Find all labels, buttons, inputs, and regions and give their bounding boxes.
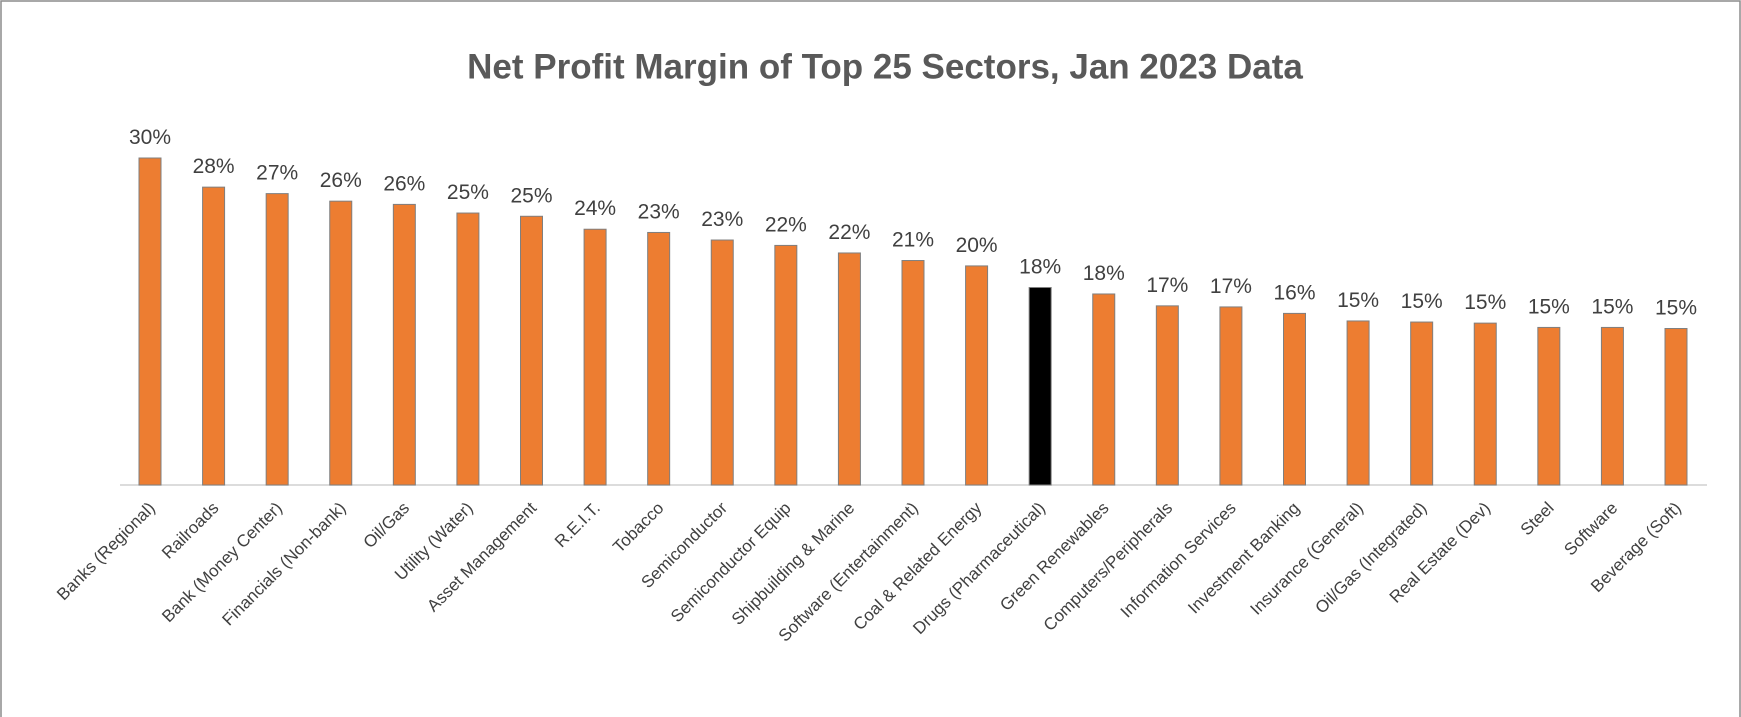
data-label: 26% — [320, 169, 362, 192]
bar — [138, 157, 162, 486]
data-label: 26% — [383, 172, 425, 195]
bar — [1410, 321, 1434, 486]
data-label: 22% — [828, 221, 870, 244]
data-label: 27% — [256, 162, 298, 185]
bar — [456, 212, 480, 486]
data-label: 25% — [447, 181, 489, 204]
data-label: 24% — [574, 197, 616, 220]
data-label: 28% — [193, 155, 235, 178]
bar — [1537, 326, 1561, 486]
bar — [1664, 328, 1688, 486]
bar — [1346, 320, 1370, 486]
bar — [1600, 326, 1624, 486]
data-label: 17% — [1210, 275, 1252, 298]
data-label: 25% — [510, 184, 552, 207]
bar — [1473, 322, 1497, 486]
data-label: 20% — [956, 234, 998, 257]
bar — [965, 265, 989, 486]
data-label: 15% — [1337, 289, 1379, 312]
chart-title: Net Profit Margin of Top 25 Sectors, Jan… — [467, 47, 1303, 86]
data-label: 18% — [1083, 262, 1125, 285]
bar — [647, 231, 671, 486]
data-label: 16% — [1273, 281, 1315, 304]
data-label: 23% — [701, 208, 743, 231]
data-label: 22% — [765, 213, 807, 236]
bar — [1092, 293, 1116, 486]
bar — [710, 239, 734, 486]
bar — [265, 193, 289, 486]
bar — [583, 228, 607, 486]
bar — [1028, 287, 1052, 486]
bar — [837, 252, 861, 486]
data-label: 23% — [638, 200, 680, 223]
data-label: 15% — [1464, 291, 1506, 314]
bar — [392, 203, 416, 486]
data-label: 15% — [1591, 295, 1633, 318]
bar — [1155, 305, 1179, 486]
bar — [520, 215, 543, 486]
data-label: 15% — [1401, 290, 1443, 313]
data-label: 15% — [1528, 295, 1570, 318]
data-label: 18% — [1019, 256, 1061, 279]
bar — [329, 200, 353, 486]
bar — [202, 186, 226, 486]
data-label: 30% — [129, 126, 171, 149]
bar — [1219, 306, 1243, 486]
bar — [901, 260, 925, 486]
data-label: 17% — [1146, 274, 1188, 297]
bar — [774, 244, 798, 486]
data-label: 21% — [892, 229, 934, 252]
bar — [1283, 312, 1306, 486]
data-label: 15% — [1655, 297, 1697, 320]
